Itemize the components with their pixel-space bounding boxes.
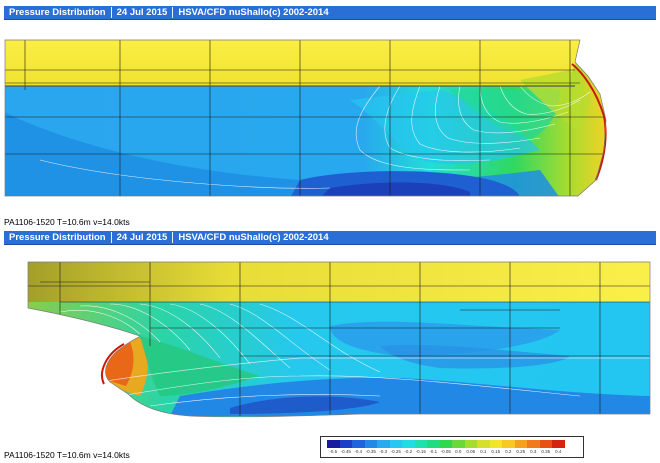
panel-title: Pressure Distribution — [9, 232, 106, 243]
color-scale-label: 0.3 — [530, 449, 537, 454]
color-scale-label: 0.1 — [480, 449, 487, 454]
color-scale-cell — [464, 440, 477, 448]
color-scale-label: -0.35 — [365, 449, 376, 454]
color-scale-label: 0.0 — [455, 449, 462, 454]
color-scale-cell — [502, 440, 515, 448]
color-scale-label: 0.05 — [466, 449, 476, 454]
color-scale-label: -0.05 — [440, 449, 451, 454]
color-scale-cell — [489, 440, 502, 448]
panel-title-bar: Pressure Distribution 24 Jul 2015 HSVA/C… — [4, 231, 656, 245]
color-scale-label: -0.1 — [429, 449, 438, 454]
color-scale-cell — [477, 440, 490, 448]
panel-title-bar: Pressure Distribution 24 Jul 2015 HSVA/C… — [4, 6, 656, 20]
color-scale-label: 0.25 — [516, 449, 526, 454]
color-scale-cell — [389, 440, 402, 448]
pressure-panel-bottom: Pressure Distribution 24 Jul 2015 HSVA/C… — [0, 230, 660, 463]
color-scale-label: 0.35 — [541, 449, 551, 454]
color-scale-cell — [527, 440, 540, 448]
color-scale-label: -0.2 — [404, 449, 413, 454]
color-scale-cell — [414, 440, 427, 448]
color-scale-label: 0.4 — [555, 449, 562, 454]
color-scale-cell — [452, 440, 465, 448]
panel-title: Pressure Distribution — [9, 7, 106, 18]
panel-software: HSVA/CFD nuShallo(c) 2002-2014 — [178, 232, 329, 243]
color-scale-label: -0.3 — [379, 449, 388, 454]
color-scale-cell — [552, 440, 565, 448]
panel-software: HSVA/CFD nuShallo(c) 2002-2014 — [178, 7, 329, 18]
hull-pressure-plot-bow — [4, 39, 607, 197]
color-scale-cell — [352, 440, 365, 448]
panel-caption: PA1106-1520 T=10.6m v=14.0kts — [4, 450, 130, 460]
color-scale-cell — [377, 440, 390, 448]
color-scale-label: -0.5 — [329, 449, 338, 454]
color-scale-labels: -0.5 -0.45 -0.4 -0.35 -0.3 -0.25 -0.2 -0.15 -0.1… — [327, 449, 565, 455]
pressure-color-scale: -0.5 -0.45 -0.4 -0.35 -0.3 -0.25 -0.2 -0.15 -0.1… — [320, 436, 584, 458]
color-scale-cell — [327, 440, 340, 448]
panel-date: 24 Jul 2015 — [116, 7, 168, 18]
color-scale-cell — [427, 440, 440, 448]
color-scale-cell — [364, 440, 377, 448]
color-scale-label: 0.2 — [505, 449, 512, 454]
color-scale-label: 0.15 — [491, 449, 501, 454]
color-scale-label: -0.45 — [340, 449, 351, 454]
color-scale-cells — [327, 440, 565, 448]
panel-caption: PA1106-1520 T=10.6m v=14.0kts — [4, 217, 130, 227]
color-scale-label: -0.15 — [415, 449, 426, 454]
pressure-panel-top: Pressure Distribution 24 Jul 2015 HSVA/C… — [0, 0, 660, 230]
color-scale-cell — [402, 440, 415, 448]
color-scale-cell — [539, 440, 552, 448]
color-scale-cell — [514, 440, 527, 448]
hull-pressure-plot-stern — [27, 261, 651, 418]
color-scale-label: -0.4 — [354, 449, 363, 454]
color-scale-label: -0.25 — [390, 449, 401, 454]
color-scale-cell — [339, 440, 352, 448]
panel-date: 24 Jul 2015 — [116, 232, 168, 243]
color-scale-cell — [439, 440, 452, 448]
